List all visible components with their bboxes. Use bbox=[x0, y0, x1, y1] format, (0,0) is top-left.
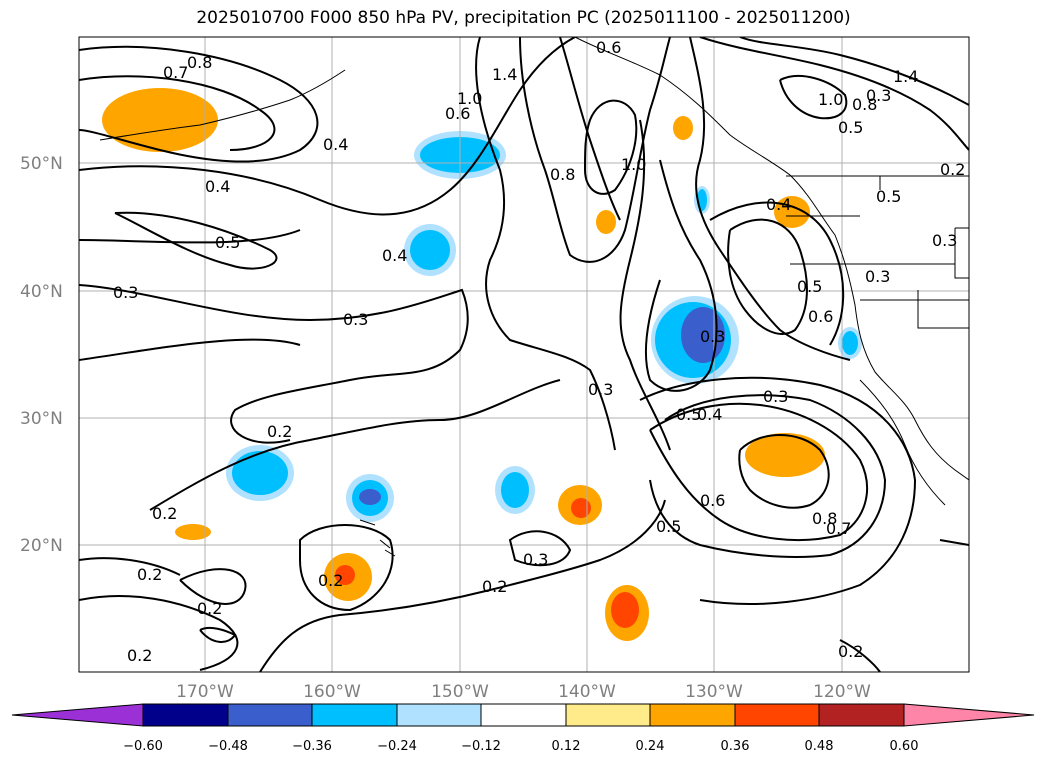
lon-label-170w: 170°W bbox=[176, 682, 234, 702]
lat-label-30n: 30°N bbox=[20, 409, 63, 429]
contour-label: 0.6 bbox=[596, 38, 621, 57]
lat-label-40n: 40°N bbox=[20, 282, 63, 302]
colorbar-tick-label: −0.48 bbox=[208, 739, 248, 754]
contour-label: 0.3 bbox=[866, 86, 891, 105]
contour-label: 0.6 bbox=[808, 307, 833, 326]
contour-label: 0.2 bbox=[318, 571, 343, 590]
colorbar-ticks: −0.60 −0.48 −0.36 −0.24 −0.12 0.12 0.24 … bbox=[123, 739, 918, 754]
lon-label-150w: 150°W bbox=[431, 682, 489, 702]
contour-label: 0.2 bbox=[267, 422, 292, 441]
contour-label: 0.3 bbox=[700, 327, 725, 346]
coastlines bbox=[99, 37, 969, 557]
contour-label: 0.5 bbox=[838, 118, 863, 137]
contour-label: 0.3 bbox=[865, 267, 890, 286]
contour-label: 0.5 bbox=[676, 405, 701, 424]
contour-label: 0.4 bbox=[382, 246, 407, 265]
colorbar-tick-label: 0.36 bbox=[721, 739, 750, 754]
contour-label: 0.3 bbox=[523, 550, 548, 569]
contour-label: 0.2 bbox=[127, 646, 152, 665]
colorbar-segment bbox=[227, 703, 313, 727]
contour-label: 0.2 bbox=[940, 160, 965, 179]
contour-label: 1.0 bbox=[457, 89, 482, 108]
contour-label: 0.6 bbox=[445, 104, 470, 123]
lat-label-20n: 20°N bbox=[20, 536, 63, 556]
colorbar bbox=[11, 703, 1035, 727]
pv-contours bbox=[79, 37, 969, 672]
contour-label: 0.7 bbox=[826, 519, 851, 538]
colorbar-segment bbox=[142, 703, 229, 727]
contour-label: 0.3 bbox=[588, 380, 613, 399]
colorbar-tick-label: −0.24 bbox=[377, 739, 417, 754]
colorbar-tick-label: 0.24 bbox=[636, 739, 665, 754]
contour-label: 1.4 bbox=[893, 67, 918, 86]
colorbar-tick-label: −0.60 bbox=[123, 739, 163, 754]
contour-label: 0.3 bbox=[932, 231, 957, 250]
colorbar-tick-label: −0.12 bbox=[461, 739, 501, 754]
contour-label: 1.0 bbox=[818, 90, 843, 109]
map-panel: 0.8 0.7 0.6 1.4 1.0 0.6 0.4 0.4 0.5 0.3 … bbox=[79, 37, 969, 672]
contour-label: 0.4 bbox=[697, 405, 722, 424]
contour-label: 0.5 bbox=[876, 187, 901, 206]
contour-label: 0.4 bbox=[766, 195, 791, 214]
colorbar-tick-label: 0.48 bbox=[805, 739, 834, 754]
graticule bbox=[79, 37, 969, 672]
colorbar-tick-label: 0.60 bbox=[890, 739, 919, 754]
colorbar-segment bbox=[818, 703, 905, 727]
contour-label: 0.8 bbox=[852, 95, 877, 114]
colorbar-tick-label: 0.12 bbox=[552, 739, 581, 754]
plot-title: 2025010700 F000 850 hPa PV, precipitatio… bbox=[196, 8, 851, 28]
contour-label: 0.2 bbox=[152, 504, 177, 523]
map-frame bbox=[78, 36, 970, 673]
contour-label: 0.3 bbox=[113, 283, 138, 302]
lon-label-140w: 140°W bbox=[558, 682, 616, 702]
contour-label: 0.8 bbox=[812, 509, 837, 528]
lon-label-120w: 120°W bbox=[813, 682, 871, 702]
contour-label: 0.6 bbox=[700, 491, 725, 510]
lat-label-50n: 50°N bbox=[20, 154, 63, 174]
contour-label: 0.8 bbox=[187, 53, 212, 72]
contour-label: 1.4 bbox=[492, 65, 517, 84]
lon-label-130w: 130°W bbox=[685, 682, 743, 702]
colorbar-tick-label: −0.36 bbox=[292, 739, 332, 754]
contour-label: 0.7 bbox=[163, 63, 188, 82]
lon-label-160w: 160°W bbox=[303, 682, 361, 702]
colorbar-segment bbox=[311, 703, 398, 727]
contour-label: 0.2 bbox=[137, 565, 162, 584]
contour-label: 0.4 bbox=[323, 135, 348, 154]
contour-label: 0.2 bbox=[838, 642, 863, 661]
contour-label: 0.5 bbox=[797, 277, 822, 296]
contour-label: 0.5 bbox=[215, 233, 240, 252]
contour-label: 0.8 bbox=[550, 165, 575, 184]
contour-label-group: 0.8 0.7 0.6 1.4 1.0 0.6 0.4 0.4 0.5 0.3 … bbox=[113, 38, 965, 665]
colorbar-extend-max bbox=[903, 703, 1035, 727]
latitude-labels: 50°N 40°N 30°N 20°N bbox=[20, 154, 63, 556]
contour-label: 0.2 bbox=[197, 599, 222, 618]
contour-label: 0.3 bbox=[343, 310, 368, 329]
colorbar-segment bbox=[734, 703, 820, 727]
contour-label: 0.5 bbox=[656, 517, 681, 536]
contour-label: 0.3 bbox=[763, 387, 788, 406]
colorbar-segment bbox=[565, 703, 651, 727]
longitude-labels: 170°W 160°W 150°W 140°W 130°W 120°W bbox=[176, 682, 871, 702]
colorbar-segment bbox=[396, 703, 482, 727]
contour-label: 1.0 bbox=[621, 155, 646, 174]
colorbar-segment bbox=[649, 703, 736, 727]
contour-label: 0.4 bbox=[205, 177, 230, 196]
colorbar-extend-min bbox=[11, 703, 144, 727]
contour-label: 0.2 bbox=[482, 577, 507, 596]
colorbar-segment bbox=[480, 703, 567, 727]
